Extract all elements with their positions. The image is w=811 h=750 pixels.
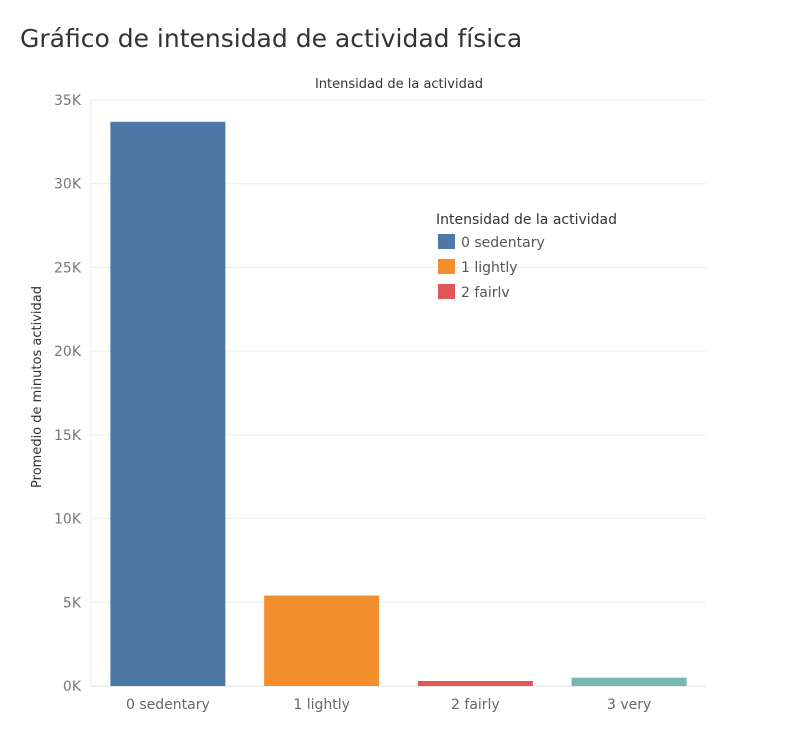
- x-axis-ticks: 0 sedentary 1 lightly 2 fairly 3 very: [91, 686, 706, 713]
- bar-1-lightly[interactable]: [264, 595, 380, 686]
- y-tick-label: 30K: [54, 177, 82, 193]
- bar-2-fairly[interactable]: [417, 680, 533, 686]
- y-tick-label: 20K: [54, 344, 82, 360]
- y-tick-label: 10K: [54, 512, 82, 528]
- y-tick-label: 35K: [54, 93, 82, 109]
- legend[interactable]: Intensidad de la actividad 0 sedentary 1 …: [436, 212, 617, 301]
- y-axis-ticks: 0K 5K 10K 15K 20K 25K 30K 35K: [54, 93, 82, 695]
- legend-entry-label[interactable]: 0 sedentary: [461, 235, 545, 251]
- x-tick-label: 0 sedentary: [126, 697, 210, 713]
- x-tick-label: 2 fairly: [451, 697, 500, 713]
- x-tick-label: 1 lightly: [293, 697, 350, 713]
- legend-swatch: [438, 284, 455, 299]
- legend-entry-label[interactable]: 1 lightly: [461, 260, 518, 276]
- legend-swatch: [438, 259, 455, 274]
- legend-swatch: [438, 234, 455, 249]
- legend-entry-label[interactable]: 2 fairlv: [461, 285, 510, 301]
- y-tick-label: 15K: [54, 428, 82, 444]
- bar-3-very[interactable]: [571, 677, 687, 686]
- y-tick-label: 25K: [54, 260, 82, 276]
- legend-title: Intensidad de la actividad: [436, 212, 617, 228]
- y-tick-label: 0K: [63, 679, 82, 695]
- bars: [110, 121, 687, 686]
- y-axis-label: Promedio de minutos actividad: [30, 286, 45, 488]
- page-title: Gráfico de intensidad de actividad físic…: [20, 24, 523, 53]
- bar-0-sedentary[interactable]: [110, 121, 226, 686]
- chart-title: Intensidad de la actividad: [315, 77, 483, 92]
- y-tick-label: 5K: [63, 595, 82, 611]
- x-tick-label: 3 very: [607, 697, 651, 713]
